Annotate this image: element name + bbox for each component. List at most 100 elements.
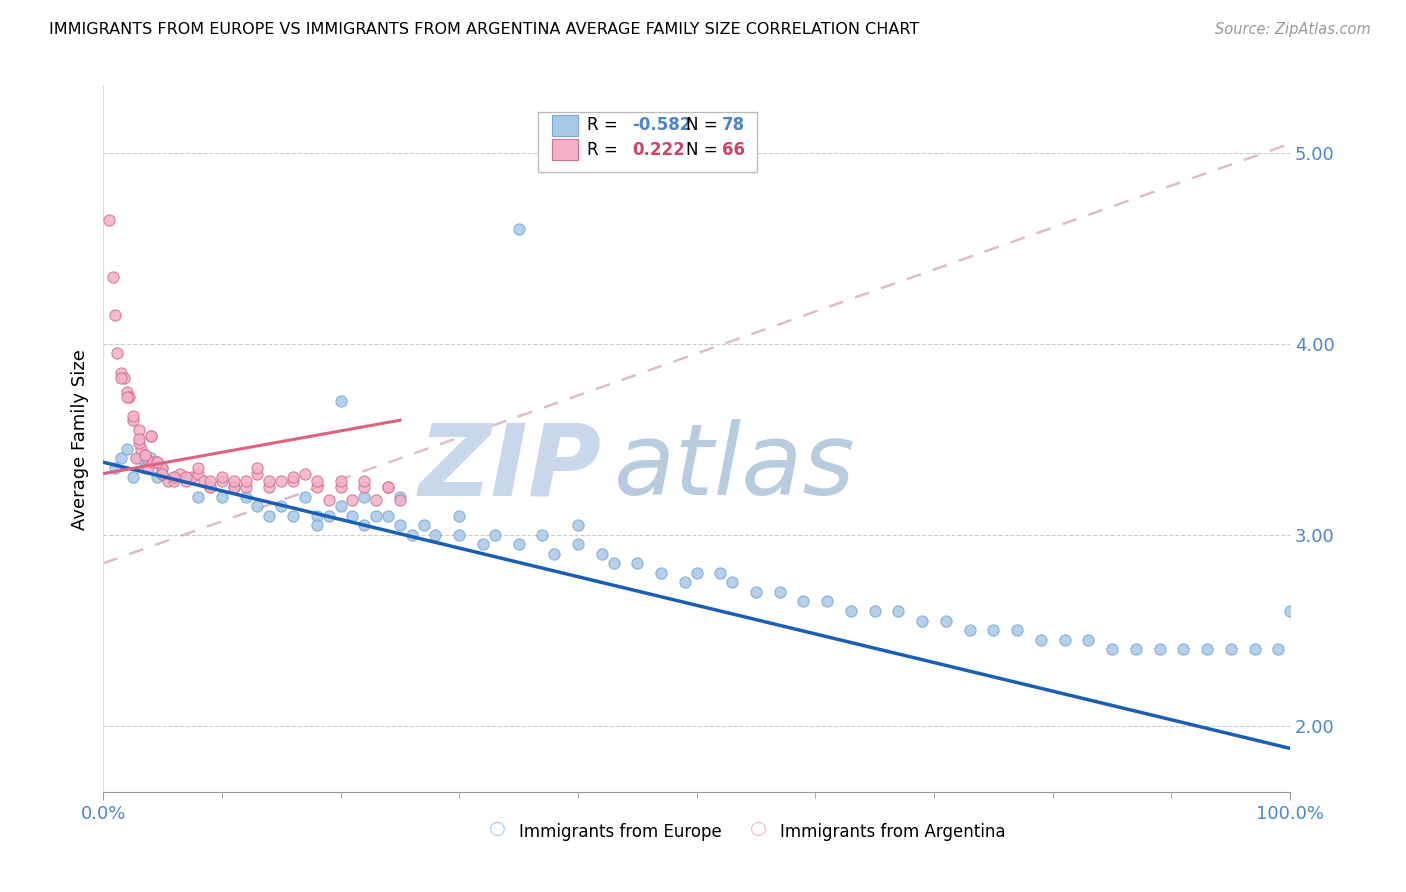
Point (136, 461, 159, 475)
Point (531, 527, 554, 541)
Point (139, 451, 162, 466)
Point (187, 467, 209, 481)
Point (259, 508, 281, 523)
Point (591, 547, 613, 561)
Text: N =: N = (686, 116, 717, 134)
Point (174, 470, 197, 484)
Point (110, 451, 132, 466)
Point (983, 623, 1005, 637)
Point (353, 475, 375, 489)
Point (508, 222, 530, 236)
Point (187, 490, 209, 504)
Point (222, 480, 245, 494)
Point (472, 537, 495, 551)
Point (187, 461, 209, 475)
Point (650, 566, 672, 580)
Point (114, 371, 136, 385)
Point (281, 470, 304, 484)
Point (745, 585, 768, 599)
Point (281, 508, 304, 523)
Point (246, 499, 269, 513)
Point (129, 442, 152, 456)
Point (152, 461, 174, 475)
Point (139, 428, 162, 442)
Point (169, 467, 191, 481)
Point (377, 508, 399, 523)
Point (294, 467, 316, 481)
Point (235, 490, 257, 504)
Point (211, 470, 233, 484)
Point (104, 461, 127, 475)
Text: Immigrants from Europe: Immigrants from Europe (519, 823, 721, 841)
Point (567, 537, 589, 551)
Point (121, 409, 143, 424)
Point (769, 585, 792, 599)
Point (709, 566, 731, 580)
Point (134, 448, 156, 462)
Text: Immigrants from Argentina: Immigrants from Argentina (780, 823, 1005, 841)
Point (449, 527, 471, 541)
Point (425, 527, 447, 541)
Point (353, 490, 375, 504)
Point (222, 480, 245, 494)
Point (142, 455, 165, 469)
Point (318, 493, 340, 508)
Point (163, 470, 186, 484)
Point (388, 518, 411, 533)
Point (104, 308, 127, 322)
Point (152, 467, 174, 481)
Text: -0.582: -0.582 (633, 116, 692, 134)
FancyBboxPatch shape (551, 139, 578, 161)
Point (98, 213, 121, 227)
Point (329, 475, 352, 489)
Point (235, 475, 257, 489)
Text: R =: R = (588, 116, 619, 134)
Point (305, 508, 328, 523)
Point (377, 480, 399, 494)
Point (673, 575, 696, 590)
Point (270, 499, 292, 513)
Point (508, 537, 530, 551)
Point (145, 455, 167, 469)
Point (377, 480, 399, 494)
Point (839, 604, 862, 618)
Point (152, 467, 174, 481)
Point (198, 480, 221, 494)
Point (342, 493, 364, 508)
Point (305, 475, 328, 489)
Point (959, 623, 981, 637)
Point (101, 270, 124, 285)
Point (128, 423, 150, 437)
Point (128, 433, 150, 447)
Text: 66: 66 (721, 141, 745, 159)
Text: ZIP: ZIP (419, 419, 602, 516)
Point (567, 518, 589, 533)
Point (1219, 642, 1241, 657)
Point (1005, 623, 1028, 637)
Point (1279, 604, 1302, 618)
Point (121, 413, 143, 427)
Point (193, 475, 215, 489)
Point (157, 475, 180, 489)
Point (353, 480, 375, 494)
Point (449, 508, 471, 523)
Point (412, 518, 434, 533)
Point (353, 518, 375, 533)
Point (134, 448, 156, 462)
Text: 0.222: 0.222 (633, 141, 685, 159)
Point (305, 480, 328, 494)
Point (1267, 642, 1289, 657)
Point (366, 493, 388, 508)
Point (163, 475, 186, 489)
Point (305, 518, 328, 533)
Point (401, 527, 423, 541)
Point (259, 475, 281, 489)
Point (115, 442, 138, 456)
Point (1125, 642, 1147, 657)
Point (294, 490, 316, 504)
Point (1101, 642, 1123, 657)
Point (134, 461, 156, 475)
Point (1149, 642, 1171, 657)
Point (602, 557, 624, 571)
Point (887, 604, 910, 618)
